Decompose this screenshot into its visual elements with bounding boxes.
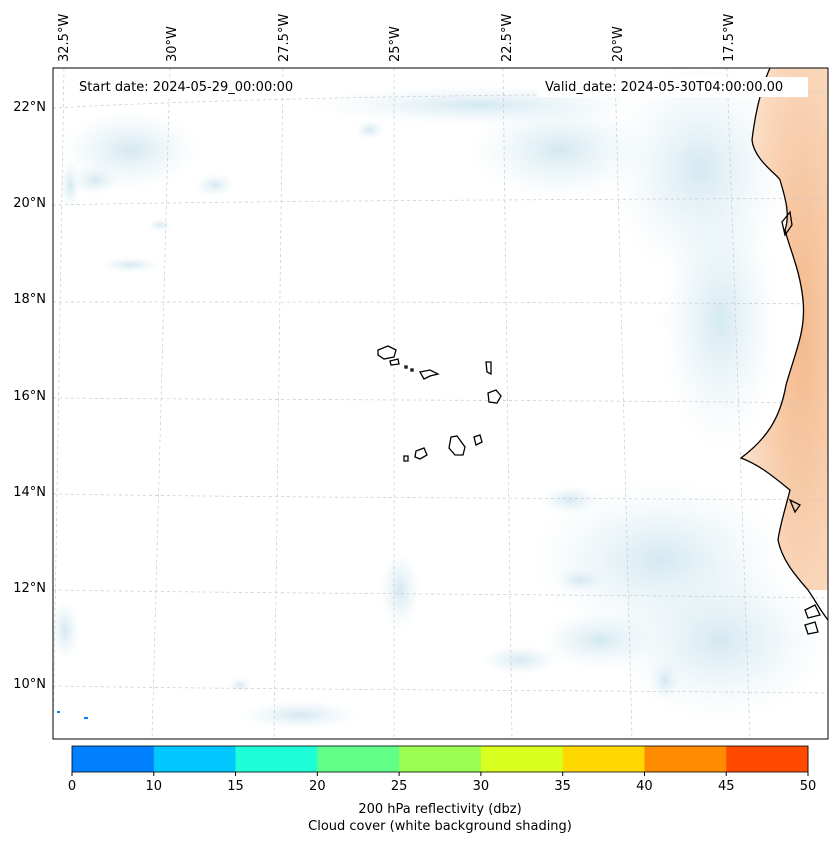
lon-label: 17.5°W <box>722 14 737 62</box>
longitude-labels: 32.5°W 30°W 27.5°W 25°W 22.5°W 20°W 17.5… <box>57 14 737 62</box>
latitude-labels: 22°N 20°N 18°N 16°N 14°N 12°N 10°N <box>13 100 46 692</box>
colorbar: 0 10 15 20 25 30 35 40 45 50 <box>68 745 817 794</box>
colorbar-tick-label: 45 <box>718 779 735 794</box>
colorbar-segment <box>562 746 645 772</box>
colorbar-tick-label: 35 <box>554 779 571 794</box>
colorbar-segment <box>317 746 400 772</box>
lon-label: 27.5°W <box>277 14 292 62</box>
valid-date-box <box>538 77 808 97</box>
lat-label: 18°N <box>13 292 46 307</box>
reflectivity-echo <box>84 717 88 719</box>
start-date-label: Start date: 2024-05-29_00:00:00 <box>79 80 293 95</box>
reflectivity-echo <box>57 711 60 713</box>
colorbar-subtitle: Cloud cover (white background shading) <box>308 819 572 834</box>
lon-label: 20°W <box>611 26 626 62</box>
map-frame <box>52 67 829 740</box>
colorbar-tick-label: 50 <box>800 779 817 794</box>
coastline <box>739 67 829 635</box>
lat-label: 16°N <box>13 389 46 404</box>
colorbar-title: 200 hPa reflectivity (dbz) <box>358 802 521 817</box>
valid-date-label: Valid_date: 2024-05-30T04:00:00.00 <box>545 80 783 95</box>
colorbar-segment <box>72 746 155 772</box>
colorbar-tick-label: 25 <box>391 779 408 794</box>
cape-verde-islands <box>377 345 502 462</box>
lat-label: 20°N <box>13 196 46 211</box>
colorbar-border <box>71 745 809 773</box>
lat-label: 22°N <box>13 100 46 115</box>
colorbar-tick-label: 15 <box>227 779 244 794</box>
colorbar-tick-label: 40 <box>636 779 653 794</box>
colorbar-segment <box>235 746 318 772</box>
colorbar-tick-label: 20 <box>309 779 326 794</box>
lon-label: 30°W <box>165 26 180 62</box>
lon-label: 25°W <box>388 26 403 62</box>
colorbar-tick-label: 0 <box>68 779 76 794</box>
colorbar-tick-label: 10 <box>146 779 163 794</box>
lat-label: 14°N <box>13 485 46 500</box>
lat-label: 12°N <box>13 581 46 596</box>
colorbar-segment <box>480 746 564 772</box>
colorbar-tick-label: 30 <box>473 779 490 794</box>
lon-label: 32.5°W <box>57 14 72 62</box>
colorbar-segment <box>153 746 237 772</box>
cloud-shading <box>53 68 828 730</box>
lon-label: 22.5°W <box>500 14 515 62</box>
colorbar-segment <box>726 746 809 772</box>
start-date-box <box>72 77 318 97</box>
colorbar-segment <box>399 746 482 772</box>
africa-land <box>741 68 828 590</box>
colorbar-segment <box>644 746 727 772</box>
lat-label: 10°N <box>13 677 46 692</box>
